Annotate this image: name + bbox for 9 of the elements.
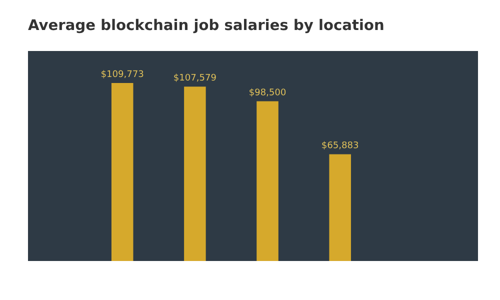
- data-label: $98,500: [250, 88, 286, 97]
- bar: [184, 86, 206, 261]
- bar: [256, 101, 278, 261]
- bar: [329, 154, 351, 261]
- chart-title: Average blockchain job salaries by location: [28, 18, 384, 34]
- data-label: $107,579: [174, 74, 216, 82]
- data-label: $65,883: [322, 141, 358, 150]
- data-label: $109,773: [102, 70, 144, 78]
- bar: [111, 83, 134, 261]
